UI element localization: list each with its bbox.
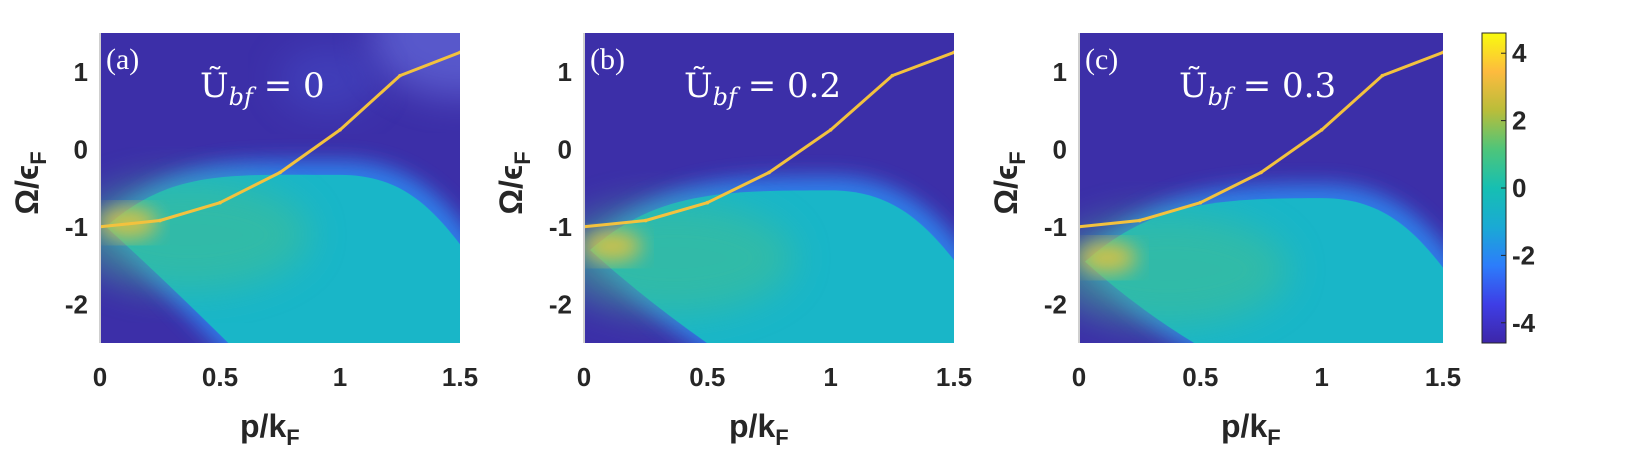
dispersion-point [338,128,342,132]
x-tick-label: 1.5 [936,362,972,392]
panel-b: (b) Ũbf = 0.2 0 0.5 1 1.5 1 0 -1 -2 p/kF… [493,33,972,450]
panel-label: (b) [590,43,625,76]
x-tick-labels: 0 0.5 1 1.5 [93,362,478,392]
x-tick-label: 0.5 [1182,362,1218,392]
x-tick-labels: 0 0.5 1 1.5 [1072,362,1461,392]
colorbar-tick-label: 4 [1512,38,1527,68]
dispersion-point [1259,170,1263,175]
x-tick-label: 1 [333,362,347,392]
colorbar-ticks: 4 2 0 -2 -4 [1512,38,1536,338]
colorbar-tick-label: -4 [1512,308,1536,338]
panel-label: (c) [1085,43,1118,76]
dispersion-point [1137,218,1142,223]
y-tick-label: 1 [74,57,88,87]
continuum-core [584,203,794,313]
dispersion-point [767,170,771,175]
x-tick-label: 1.5 [1425,362,1461,392]
x-axis-label: p/kF [1221,408,1281,450]
y-tick-labels: 1 0 -1 -2 [65,57,88,320]
heatmap-plot [99,33,460,343]
upper-glow [370,33,460,97]
x-tick-label: 0.5 [202,362,238,392]
continuum-core [100,179,310,290]
panel-label: (a) [106,43,139,76]
dispersion-point [890,73,895,78]
y-tick-label: -2 [1044,289,1067,319]
hotspot [584,230,642,262]
colorbar-tick-label: 2 [1512,106,1526,136]
x-tick-label: 0 [93,362,107,392]
y-axis-label: Ω/ϵF [988,151,1030,214]
x-tick-labels: 0 0.5 1 1.5 [577,362,972,392]
continuum-core [1079,214,1289,325]
dispersion-point [1441,50,1443,55]
dispersion-point [278,170,282,175]
y-tick-labels: 1 0 -1 -2 [549,57,572,320]
dispersion-point [218,200,222,205]
panel-a: (a) Ũbf = 0 0 0.5 1 1.5 1 0 -1 -2 p/kF Ω… [9,33,478,450]
dispersion-point [398,73,402,78]
heatmap-area [100,33,460,343]
x-tick-label: 1.5 [442,362,478,392]
y-tick-labels: 1 0 -1 -2 [1044,57,1067,320]
y-tick-label: 0 [558,134,572,164]
colorbar-tick-label: 0 [1512,173,1526,203]
dispersion-point [1319,128,1324,132]
coupling-annotation: Ũbf = 0.3 [1179,65,1336,111]
dispersion-point [1198,200,1203,205]
x-tick-label: 0 [1072,362,1086,392]
y-tick-label: -1 [1044,212,1067,242]
panel-c: (c) Ũbf = 0.3 0 0.5 1 1.5 1 0 -1 -2 p/kF… [988,33,1461,450]
dispersion-point [828,128,833,132]
y-tick-label: 1 [1053,57,1067,87]
dispersion-point [158,218,162,223]
upper-glow [278,45,378,114]
dispersion-point [458,50,460,55]
heatmap-area [1079,33,1443,343]
dispersion-point [643,218,648,223]
heatmap-plot [1078,33,1443,343]
y-tick-label: -2 [549,289,572,319]
colorbar: 4 2 0 -2 -4 [1481,32,1536,344]
y-axis-label: Ω/ϵF [9,151,51,214]
dispersion-point [705,200,710,205]
coupling-annotation: Ũbf = 0.2 [684,65,841,111]
heatmap-plot [583,33,954,343]
dispersion-point [952,50,954,55]
y-tick-label: 1 [558,57,572,87]
x-tick-label: 1 [1314,362,1328,392]
y-tick-label: 0 [74,134,88,164]
x-tick-label: 1 [823,362,837,392]
x-axis-label: p/kF [729,408,789,450]
dispersion-point [1380,73,1385,78]
x-axis-label: p/kF [240,408,300,450]
colorbar-tick-label: -2 [1512,240,1535,270]
y-tick-label: -1 [65,212,88,242]
y-tick-label: -1 [549,212,572,242]
hotspot [1079,241,1137,274]
x-tick-label: 0 [577,362,591,392]
x-tick-label: 0.5 [689,362,725,392]
y-tick-label: 0 [1053,134,1067,164]
coupling-annotation: Ũbf = 0 [200,65,325,111]
y-axis-label: Ω/ϵF [493,151,535,214]
y-tick-label: -2 [65,289,88,319]
heatmap-area [584,33,954,343]
